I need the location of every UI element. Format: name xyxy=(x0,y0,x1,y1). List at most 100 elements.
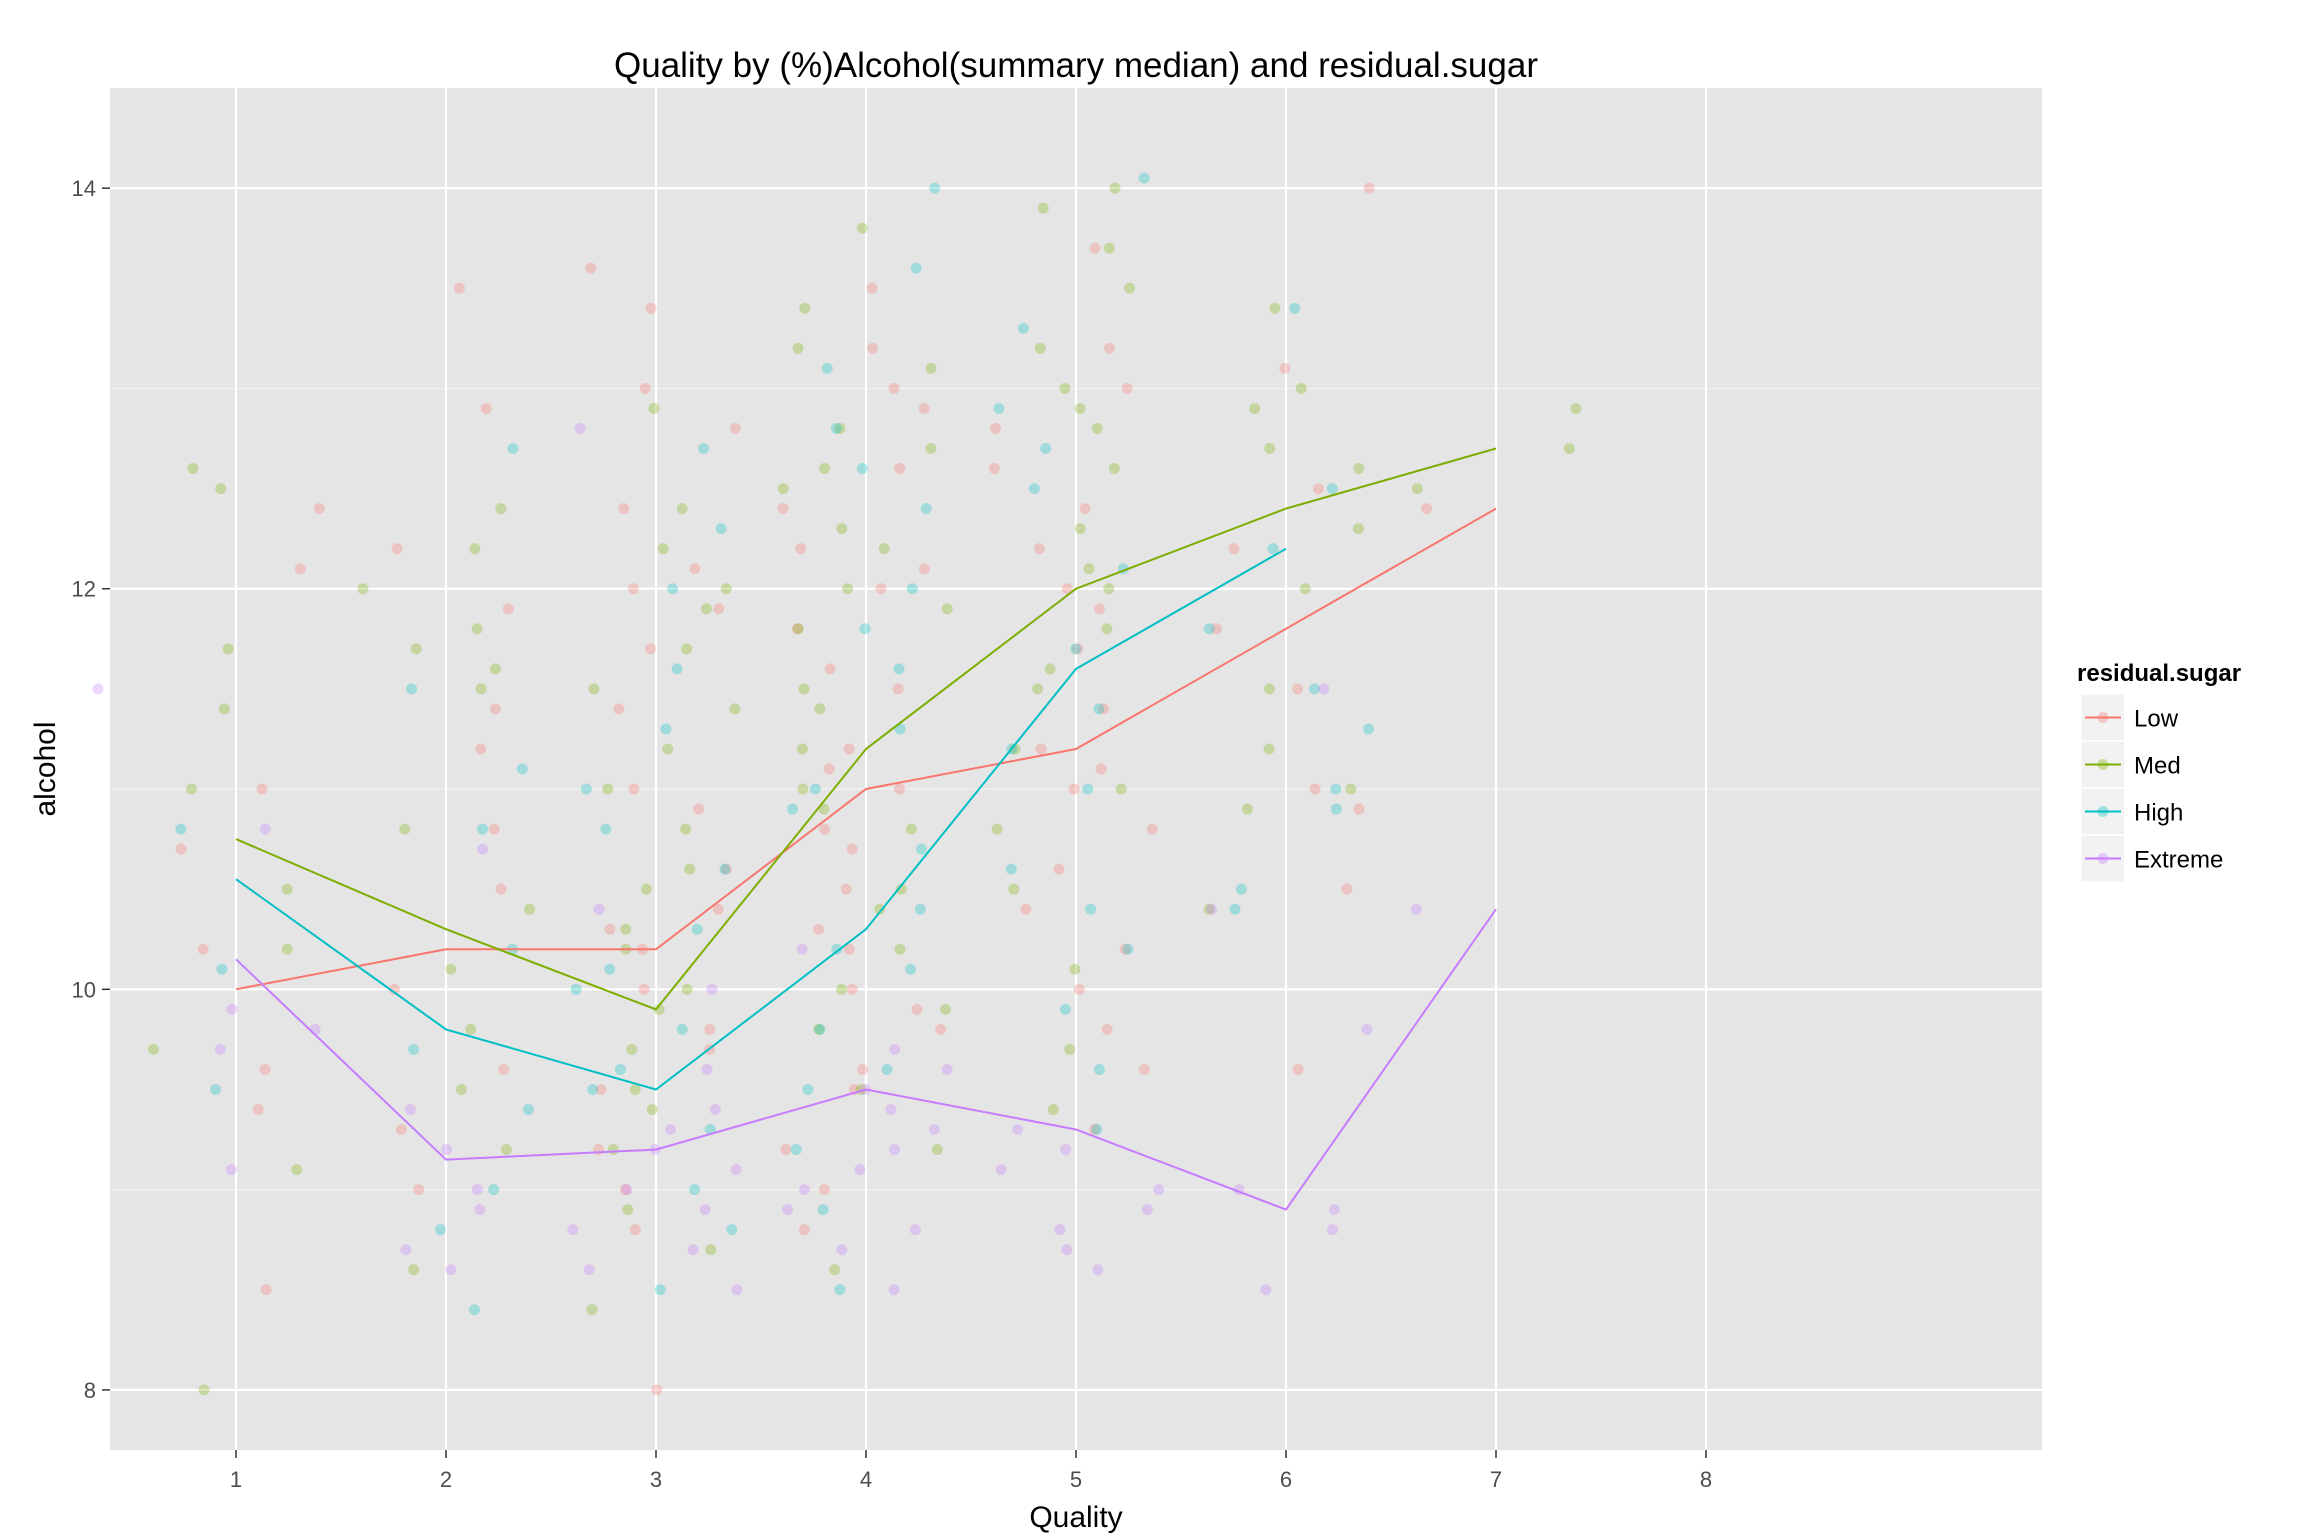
legend-key-point xyxy=(2097,806,2109,817)
data-point-med xyxy=(798,683,810,695)
data-point-med xyxy=(792,623,804,635)
data-point-extreme xyxy=(477,843,489,855)
data-point-med xyxy=(500,1144,512,1156)
data-point-med xyxy=(814,703,826,715)
data-point-extreme xyxy=(1092,1264,1104,1276)
data-point-extreme xyxy=(1054,1224,1066,1236)
major-gridlines xyxy=(110,88,2042,1450)
data-point-low xyxy=(628,783,640,795)
data-point-high xyxy=(856,463,868,475)
data-point-low xyxy=(619,1184,631,1196)
data-point-med xyxy=(588,683,600,695)
data-point-med xyxy=(1074,402,1086,414)
data-point-med xyxy=(792,342,804,354)
data-point-med xyxy=(925,362,937,374)
data-point-high xyxy=(507,443,519,455)
y-tick-label: 10 xyxy=(72,977,96,1002)
data-point-med xyxy=(1083,563,1095,575)
data-point-low xyxy=(843,943,855,955)
data-point-med xyxy=(1103,583,1115,595)
data-point-low xyxy=(846,843,858,855)
x-tick-label: 8 xyxy=(1700,1467,1712,1492)
data-point-extreme xyxy=(687,1244,699,1256)
data-point-extreme xyxy=(928,1124,940,1136)
data-point-high xyxy=(817,1204,829,1216)
data-point-extreme xyxy=(474,1204,486,1216)
data-point-low xyxy=(595,1083,607,1095)
data-point-low xyxy=(1089,242,1101,254)
data-point-med xyxy=(471,623,483,635)
data-point-high xyxy=(802,1083,814,1095)
data-point-med xyxy=(905,823,917,835)
data-point-med xyxy=(680,823,692,835)
legend-keys: Low Med High Extreme xyxy=(2080,693,2223,883)
data-point-low xyxy=(798,1224,810,1236)
data-point-med xyxy=(700,603,712,615)
data-point-high xyxy=(691,923,703,935)
data-point-med xyxy=(1299,583,1311,595)
data-point-high xyxy=(1017,322,1029,334)
data-point-high xyxy=(654,1284,666,1296)
data-point-extreme xyxy=(854,1164,866,1176)
data-point-med xyxy=(602,783,614,795)
data-point-low xyxy=(911,1003,923,1015)
data-point-low xyxy=(813,923,825,935)
data-point-extreme xyxy=(441,1144,453,1156)
data-point-low xyxy=(1035,743,1047,755)
data-point-extreme xyxy=(781,1204,793,1216)
data-point-high xyxy=(715,523,727,535)
data-point-med xyxy=(836,983,848,995)
data-point-extreme xyxy=(225,1164,237,1176)
data-point-high xyxy=(660,723,672,735)
data-point-med xyxy=(222,643,234,655)
data-point-med xyxy=(856,222,868,234)
data-point-low xyxy=(1146,823,1158,835)
data-point-low xyxy=(639,382,651,394)
data-point-med xyxy=(1037,202,1049,214)
data-point-med xyxy=(586,1304,598,1316)
data-point-high xyxy=(671,663,683,675)
data-point-med xyxy=(1345,783,1357,795)
legend-title: residual.sugar xyxy=(2077,660,2241,687)
data-point-extreme xyxy=(889,1144,901,1156)
data-point-low xyxy=(1121,382,1133,394)
data-point-med xyxy=(626,1043,638,1055)
data-point-low xyxy=(395,1124,407,1136)
data-point-low xyxy=(888,382,900,394)
data-point-low xyxy=(502,603,514,615)
data-point-low xyxy=(197,943,209,955)
data-point-med xyxy=(1115,783,1127,795)
legend: residual.sugar Low Med High Extreme xyxy=(2077,660,2241,883)
data-point-extreme xyxy=(1061,1244,1073,1256)
data-point-low xyxy=(712,903,724,915)
data-point-med xyxy=(455,1083,467,1095)
data-point-extreme xyxy=(1327,1224,1339,1236)
median-line-med xyxy=(235,447,1497,1011)
data-point-extreme xyxy=(445,1264,457,1276)
data-point-med xyxy=(185,783,197,795)
data-point-low xyxy=(1093,603,1105,615)
data-point-high xyxy=(406,683,418,695)
data-point-high xyxy=(814,1023,826,1035)
data-point-high xyxy=(1093,703,1105,715)
legend-key-point xyxy=(2097,759,2109,770)
data-point-low xyxy=(713,603,725,615)
data-point-extreme xyxy=(798,1184,810,1196)
data-point-med xyxy=(475,683,487,695)
data-point-extreme xyxy=(706,983,718,995)
data-point-high xyxy=(1138,172,1150,184)
data-point-med xyxy=(894,943,906,955)
data-point-high xyxy=(834,1284,846,1296)
data-point-high xyxy=(676,1023,688,1035)
data-point-med xyxy=(281,883,293,895)
data-point-low xyxy=(1210,623,1222,635)
data-point-extreme xyxy=(92,683,104,695)
data-point-med xyxy=(1269,302,1281,314)
data-point-high xyxy=(1235,883,1247,895)
data-point-low xyxy=(777,503,789,515)
median-line-high xyxy=(235,547,1287,1091)
data-point-high xyxy=(1082,783,1094,795)
data-point-high xyxy=(809,783,821,795)
data-point-low xyxy=(627,583,639,595)
